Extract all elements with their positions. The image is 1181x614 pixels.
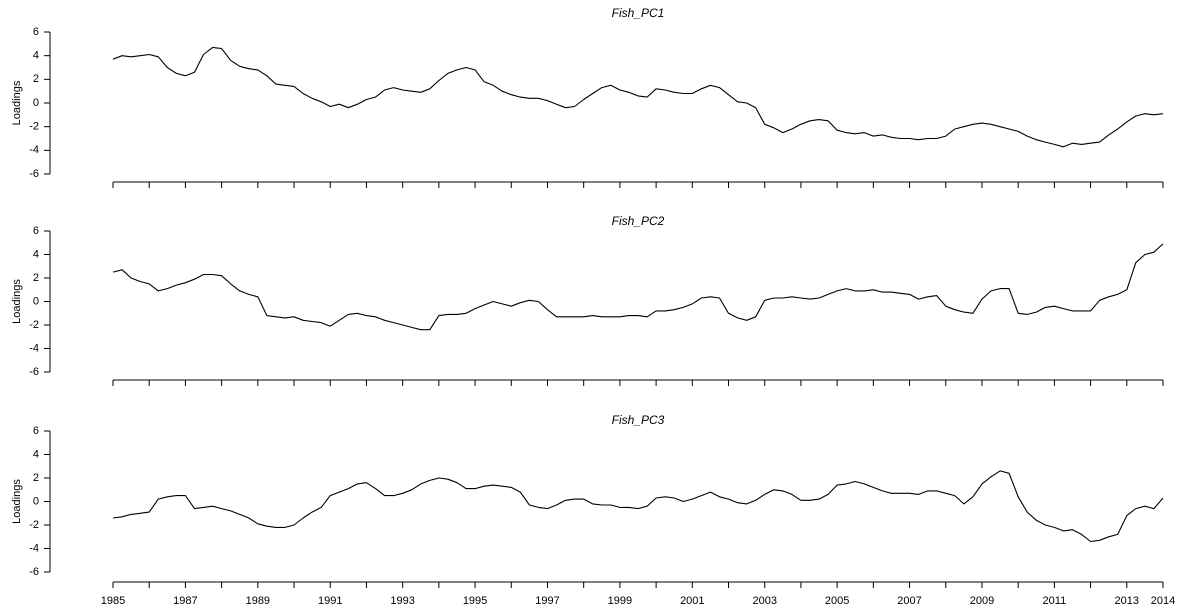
y-axis-label: Loadings [11,80,23,125]
series-line [112,243,1164,331]
y-tick-label: 2 [33,73,39,85]
y-tick-label: 2 [33,472,39,484]
panel-3: Fish_PC3 Loadings 6 4 2 0 -2 -4 -6 1985 1987 1989 19… [11,413,1175,607]
y-tick-label: -2 [29,121,39,133]
x-tick-label: 2007 [897,595,921,607]
x-tick-label: 1997 [535,595,559,607]
y-tick-label: -4 [29,542,39,554]
y-tick-label: 0 [33,295,39,307]
x-tick-label: 2005 [825,595,849,607]
y-tick-label: 0 [33,495,39,507]
x-tick-label: 2013 [1115,595,1139,607]
panel-title: Fish_PC3 [612,413,665,427]
series-line [112,470,1164,543]
panel-title: Fish_PC1 [612,6,665,20]
x-tick-label: 1999 [608,595,632,607]
y-tick-label: 6 [33,425,39,437]
y-tick-label: -6 [29,366,39,378]
y-tick-label: 4 [33,448,39,460]
x-tick-label: 2001 [680,595,704,607]
y-tick-label: -4 [29,342,39,354]
panel-title: Fish_PC2 [612,214,665,228]
series-line [112,46,1164,148]
panel-2: Fish_PC2 Loadings 6 4 2 0 -2 -4 -6 [11,214,1164,386]
y-tick-label: 6 [33,225,39,237]
y-axis-label: Loadings [11,479,23,524]
y-tick-label: 2 [33,272,39,284]
x-tick-label: 2009 [970,595,994,607]
y-axis-label: Loadings [11,279,23,324]
y-tick-label: 0 [33,97,39,109]
x-tick-label: 2003 [752,595,776,607]
y-tick-label: -4 [29,144,39,156]
y-tick-label: 4 [33,248,39,260]
y-tick-label: 4 [33,50,39,62]
x-tick-label: 1993 [390,595,414,607]
x-tick-label: 1985 [101,595,125,607]
x-tick-label: 1995 [463,595,487,607]
panel-1: Fish_PC1 Loadings 6 4 2 0 -2 -4 -6 [11,6,1164,188]
y-tick-label: -6 [29,566,39,578]
x-tick-label: 1989 [246,595,270,607]
x-tick-label: 1987 [173,595,197,607]
y-tick-label: 6 [33,26,39,38]
y-tick-label: -6 [29,168,39,180]
x-tick-label: 2011 [1043,595,1067,607]
y-tick-label: -2 [29,519,39,531]
y-tick-label: -2 [29,319,39,331]
x-tick-label: 2014 [1151,595,1175,607]
x-tick-label: 1991 [318,595,342,607]
